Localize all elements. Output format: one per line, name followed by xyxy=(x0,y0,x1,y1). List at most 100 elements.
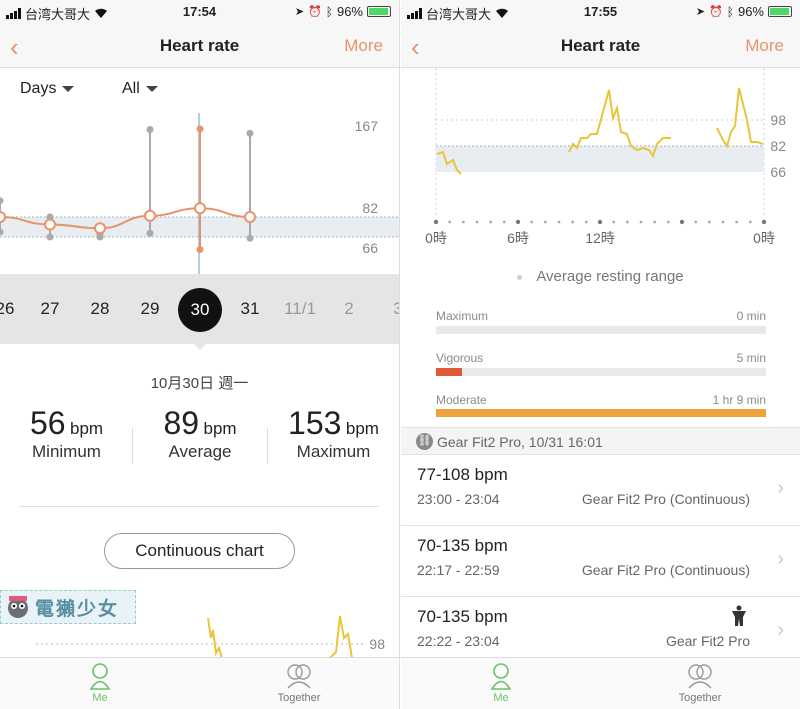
intensity-time: 1 hr 9 min xyxy=(712,393,766,407)
nav-bar: ‹ Heart rate More xyxy=(0,24,399,68)
heart-rate-trace xyxy=(436,150,462,175)
record-range: 70-135 bpm xyxy=(417,607,508,626)
back-chevron-icon[interactable]: ‹ xyxy=(10,32,19,62)
range-endpoint xyxy=(196,125,204,133)
watermark-text: 電獺少女 xyxy=(35,598,120,620)
hour-dot xyxy=(515,219,521,225)
stat-label: Maximum xyxy=(296,442,371,461)
x-tick-24h: 0時 xyxy=(753,230,775,246)
average-point[interactable] xyxy=(194,202,206,215)
intensity-bar-maximum xyxy=(436,326,766,334)
range-endpoint xyxy=(46,233,54,241)
daily-heart-rate-chart[interactable]: 167 82 66 xyxy=(0,105,400,275)
type-dropdown[interactable]: All xyxy=(122,80,158,98)
y-tick-66: 66 xyxy=(362,240,378,256)
day-2[interactable]: 2 xyxy=(344,299,354,318)
tab-bar: Me Together xyxy=(401,657,800,709)
day-26[interactable]: 26 xyxy=(0,299,15,318)
intensity-bar-moderate xyxy=(436,409,766,417)
battery-icon xyxy=(367,6,391,17)
hour-dot xyxy=(639,220,643,224)
day-3[interactable]: 3 xyxy=(378,299,399,319)
more-button[interactable]: More xyxy=(344,36,383,55)
signal-icon xyxy=(407,8,422,19)
date-selector[interactable]: 26 27 28 29 30 31 11/1 2 3 xyxy=(0,274,399,344)
range-endpoint xyxy=(0,197,4,205)
tab-together[interactable]: Together xyxy=(660,662,740,704)
average-point[interactable] xyxy=(94,222,106,235)
status-bar: 台湾大哥大 17:54 ➤ ⏰ ᛒ 96% xyxy=(0,0,399,24)
intensity-label: Moderate xyxy=(436,393,487,407)
day-28[interactable]: 28 xyxy=(90,299,110,318)
stat-value: 56 xyxy=(29,405,66,441)
stat-unit: bpm xyxy=(345,419,379,438)
wifi-icon xyxy=(95,8,108,18)
average-point[interactable] xyxy=(44,218,56,231)
chevron-down-icon xyxy=(62,86,75,92)
range-endpoint xyxy=(0,228,4,236)
average-point[interactable] xyxy=(144,209,156,222)
page-title: Heart rate xyxy=(159,36,240,55)
tab-me[interactable]: Me xyxy=(60,662,140,704)
day-11-1[interactable]: 11/1 xyxy=(284,299,316,318)
legend-label: Average resting range xyxy=(536,268,684,285)
period-dropdown[interactable]: Days xyxy=(20,80,75,98)
intensity-label: Vigorous xyxy=(436,351,484,365)
wifi-icon xyxy=(496,8,509,18)
average-point[interactable] xyxy=(0,211,6,223)
signal-icon xyxy=(6,8,21,19)
selection-pointer xyxy=(192,342,208,350)
link-icon: ⛓ xyxy=(416,433,433,450)
heart-rate-trace xyxy=(329,615,353,658)
back-chevron-icon[interactable]: ‹ xyxy=(411,32,420,62)
day-31[interactable]: 31 xyxy=(240,299,260,318)
tab-together[interactable]: Together xyxy=(259,662,339,704)
tab-me-label: Me xyxy=(92,692,108,704)
day-30-selected[interactable]: 30 xyxy=(178,288,222,332)
hour-dot xyxy=(761,219,767,225)
y-tick-98: 98 xyxy=(770,112,786,128)
location-icon: ➤ xyxy=(695,6,706,18)
chevron-right-icon: › xyxy=(777,619,784,641)
record-time: 22:22 - 23:04 xyxy=(417,633,500,649)
continuous-chart-button[interactable]: Continuous chart xyxy=(104,533,295,569)
range-endpoint xyxy=(46,213,54,221)
day-27[interactable]: 27 xyxy=(40,299,60,318)
record-row[interactable]: 70-135 bpm 22:17 - 22:59 Gear Fit2 Pro (… xyxy=(401,526,800,597)
hour-dot xyxy=(571,220,575,224)
continuous-heart-rate-chart[interactable]: 98 82 66 0時 6時 12時 0時 xyxy=(401,68,800,253)
hour-dot xyxy=(721,220,725,224)
type-label: All xyxy=(122,80,140,97)
range-endpoint xyxy=(246,234,254,242)
stat-label: Minimum xyxy=(32,442,101,461)
battery-percent: 96% xyxy=(336,4,363,19)
heart-rate-trace xyxy=(716,87,764,149)
carrier-label: 台湾大哥大 xyxy=(25,7,91,22)
more-button[interactable]: More xyxy=(745,36,784,55)
stat-label: Average xyxy=(168,442,232,461)
tab-together-label: Together xyxy=(277,692,321,704)
record-device: Gear Fit2 Pro (Continuous) xyxy=(581,491,750,507)
average-point[interactable] xyxy=(244,211,256,223)
hour-dot xyxy=(530,220,534,224)
record-device: Gear Fit2 Pro xyxy=(665,633,750,649)
battery-percent: 96% xyxy=(737,4,764,19)
tab-me[interactable]: Me xyxy=(461,662,541,704)
hour-dot xyxy=(748,220,752,224)
record-time: 23:00 - 23:04 xyxy=(417,491,500,507)
hour-dot xyxy=(448,220,452,224)
range-endpoint xyxy=(146,229,154,237)
intensity-fill xyxy=(436,409,766,417)
stat-average: 89 bpm Average xyxy=(133,405,267,462)
clock: 17:55 xyxy=(583,4,618,19)
status-bar: 台湾大哥大 17:55 ➤ ⏰ ᛒ 96% xyxy=(401,0,800,24)
hour-dot xyxy=(543,220,547,224)
intensity-time: 5 min xyxy=(736,351,766,365)
left-screen: 台湾大哥大 17:54 ➤ ⏰ ᛒ 96% ‹ Heart rate More … xyxy=(0,0,400,709)
hour-dot xyxy=(735,220,739,224)
divider xyxy=(132,428,133,464)
intensity-label: Maximum xyxy=(436,309,489,323)
day-29[interactable]: 29 xyxy=(140,299,160,318)
selected-date: 10月30日 週一 xyxy=(150,375,249,392)
record-row[interactable]: 77-108 bpm 23:00 - 23:04 Gear Fit2 Pro (… xyxy=(401,455,800,526)
